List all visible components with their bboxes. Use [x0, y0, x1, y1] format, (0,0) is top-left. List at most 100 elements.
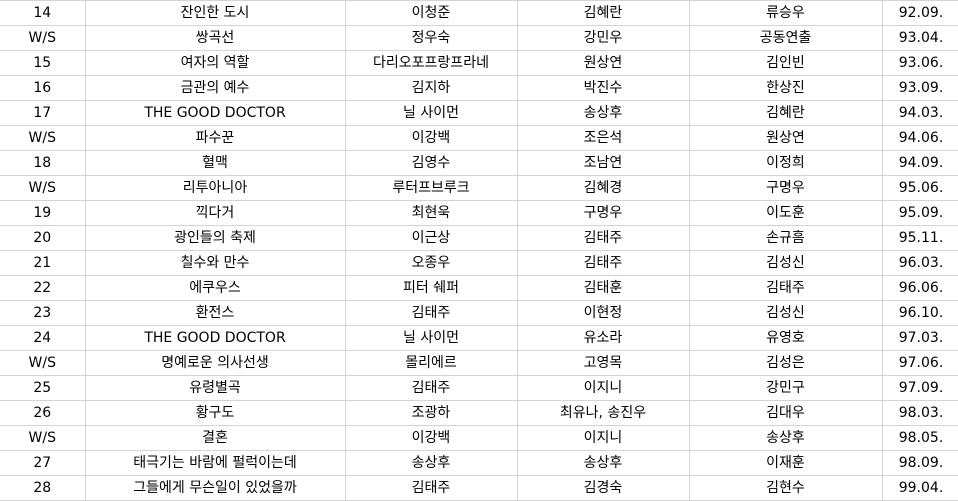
title-cell[interactable]: 환전스	[85, 300, 346, 326]
author-cell[interactable]: 닐 사이먼	[345, 100, 518, 126]
date-cell[interactable]: 96.10.	[882, 300, 958, 326]
director-cell[interactable]: 이현정	[517, 300, 690, 326]
title-cell[interactable]: 리투아니아	[85, 175, 346, 201]
title-cell[interactable]: 쌍곡선	[85, 25, 346, 51]
date-cell[interactable]: 98.03.	[882, 400, 958, 426]
assistant-cell[interactable]: 송상후	[689, 425, 883, 451]
date-cell[interactable]: 96.03.	[882, 250, 958, 276]
director-cell[interactable]: 송상후	[517, 450, 690, 476]
author-cell[interactable]: 김태주	[345, 300, 518, 326]
assistant-cell[interactable]: 구명우	[689, 175, 883, 201]
date-cell[interactable]: 94.03.	[882, 100, 958, 126]
title-cell[interactable]: THE GOOD DOCTOR	[85, 100, 346, 126]
title-cell[interactable]: 잔인한 도시	[85, 0, 346, 26]
title-cell[interactable]: 금관의 예수	[85, 75, 346, 101]
number-cell[interactable]: 28	[0, 475, 86, 501]
author-cell[interactable]: 이청준	[345, 0, 518, 26]
number-cell[interactable]: 25	[0, 375, 86, 401]
number-cell[interactable]: 23	[0, 300, 86, 326]
assistant-cell[interactable]: 김현수	[689, 475, 883, 501]
title-cell[interactable]: 칠수와 만수	[85, 250, 346, 276]
assistant-cell[interactable]: 손규흠	[689, 225, 883, 251]
author-cell[interactable]: 정우숙	[345, 25, 518, 51]
director-cell[interactable]: 김혜경	[517, 175, 690, 201]
date-cell[interactable]: 96.06.	[882, 275, 958, 301]
author-cell[interactable]: 이근상	[345, 225, 518, 251]
director-cell[interactable]: 김태주	[517, 250, 690, 276]
director-cell[interactable]: 김태주	[517, 225, 690, 251]
date-cell[interactable]: 95.09.	[882, 200, 958, 226]
author-cell[interactable]: 김태주	[345, 475, 518, 501]
number-cell[interactable]: 15	[0, 50, 86, 76]
title-cell[interactable]: 파수꾼	[85, 125, 346, 151]
title-cell[interactable]: THE GOOD DOCTOR	[85, 325, 346, 351]
number-cell[interactable]: 24	[0, 325, 86, 351]
date-cell[interactable]: 94.06.	[882, 125, 958, 151]
assistant-cell[interactable]: 김인빈	[689, 50, 883, 76]
director-cell[interactable]: 조은석	[517, 125, 690, 151]
date-cell[interactable]: 95.06.	[882, 175, 958, 201]
author-cell[interactable]: 송상후	[345, 450, 518, 476]
director-cell[interactable]: 최유나, 송진우	[517, 400, 690, 426]
number-cell[interactable]: W/S	[0, 425, 86, 451]
director-cell[interactable]: 강민우	[517, 25, 690, 51]
date-cell[interactable]: 94.09.	[882, 150, 958, 176]
author-cell[interactable]: 루터프브루크	[345, 175, 518, 201]
author-cell[interactable]: 닐 사이먼	[345, 325, 518, 351]
assistant-cell[interactable]: 김성은	[689, 350, 883, 376]
author-cell[interactable]: 최현욱	[345, 200, 518, 226]
author-cell[interactable]: 다리오포프랑프라네	[345, 50, 518, 76]
number-cell[interactable]: 17	[0, 100, 86, 126]
assistant-cell[interactable]: 원상연	[689, 125, 883, 151]
director-cell[interactable]: 김혜란	[517, 0, 690, 26]
author-cell[interactable]: 오종우	[345, 250, 518, 276]
director-cell[interactable]: 이지니	[517, 375, 690, 401]
author-cell[interactable]: 피터 쉐퍼	[345, 275, 518, 301]
date-cell[interactable]: 97.03.	[882, 325, 958, 351]
author-cell[interactable]: 김영수	[345, 150, 518, 176]
title-cell[interactable]: 혈맥	[85, 150, 346, 176]
author-cell[interactable]: 이강백	[345, 425, 518, 451]
number-cell[interactable]: 26	[0, 400, 86, 426]
title-cell[interactable]: 에쿠우스	[85, 275, 346, 301]
assistant-cell[interactable]: 공동연출	[689, 25, 883, 51]
date-cell[interactable]: 92.09.	[882, 0, 958, 26]
title-cell[interactable]: 유령별곡	[85, 375, 346, 401]
director-cell[interactable]: 이지니	[517, 425, 690, 451]
date-cell[interactable]: 95.11.	[882, 225, 958, 251]
date-cell[interactable]: 97.06.	[882, 350, 958, 376]
number-cell[interactable]: 27	[0, 450, 86, 476]
number-cell[interactable]: 22	[0, 275, 86, 301]
number-cell[interactable]: 18	[0, 150, 86, 176]
title-cell[interactable]: 그들에게 무슨일이 있었을까	[85, 475, 346, 501]
assistant-cell[interactable]: 강민구	[689, 375, 883, 401]
director-cell[interactable]: 원상연	[517, 50, 690, 76]
author-cell[interactable]: 몰리에르	[345, 350, 518, 376]
director-cell[interactable]: 유소라	[517, 325, 690, 351]
number-cell[interactable]: W/S	[0, 175, 86, 201]
title-cell[interactable]: 끽다거	[85, 200, 346, 226]
date-cell[interactable]: 93.06.	[882, 50, 958, 76]
number-cell[interactable]: 19	[0, 200, 86, 226]
assistant-cell[interactable]: 한상진	[689, 75, 883, 101]
title-cell[interactable]: 여자의 역할	[85, 50, 346, 76]
date-cell[interactable]: 93.09.	[882, 75, 958, 101]
author-cell[interactable]: 이강백	[345, 125, 518, 151]
title-cell[interactable]: 광인들의 축제	[85, 225, 346, 251]
director-cell[interactable]: 박진수	[517, 75, 690, 101]
date-cell[interactable]: 93.04.	[882, 25, 958, 51]
assistant-cell[interactable]: 이정희	[689, 150, 883, 176]
number-cell[interactable]: W/S	[0, 350, 86, 376]
director-cell[interactable]: 조남연	[517, 150, 690, 176]
number-cell[interactable]: 16	[0, 75, 86, 101]
title-cell[interactable]: 태극기는 바람에 펄럭이는데	[85, 450, 346, 476]
title-cell[interactable]: 명예로운 의사선생	[85, 350, 346, 376]
director-cell[interactable]: 김태훈	[517, 275, 690, 301]
date-cell[interactable]: 98.09.	[882, 450, 958, 476]
date-cell[interactable]: 97.09.	[882, 375, 958, 401]
assistant-cell[interactable]: 이재훈	[689, 450, 883, 476]
date-cell[interactable]: 99.04.	[882, 475, 958, 501]
number-cell[interactable]: W/S	[0, 125, 86, 151]
number-cell[interactable]: 20	[0, 225, 86, 251]
assistant-cell[interactable]: 김혜란	[689, 100, 883, 126]
